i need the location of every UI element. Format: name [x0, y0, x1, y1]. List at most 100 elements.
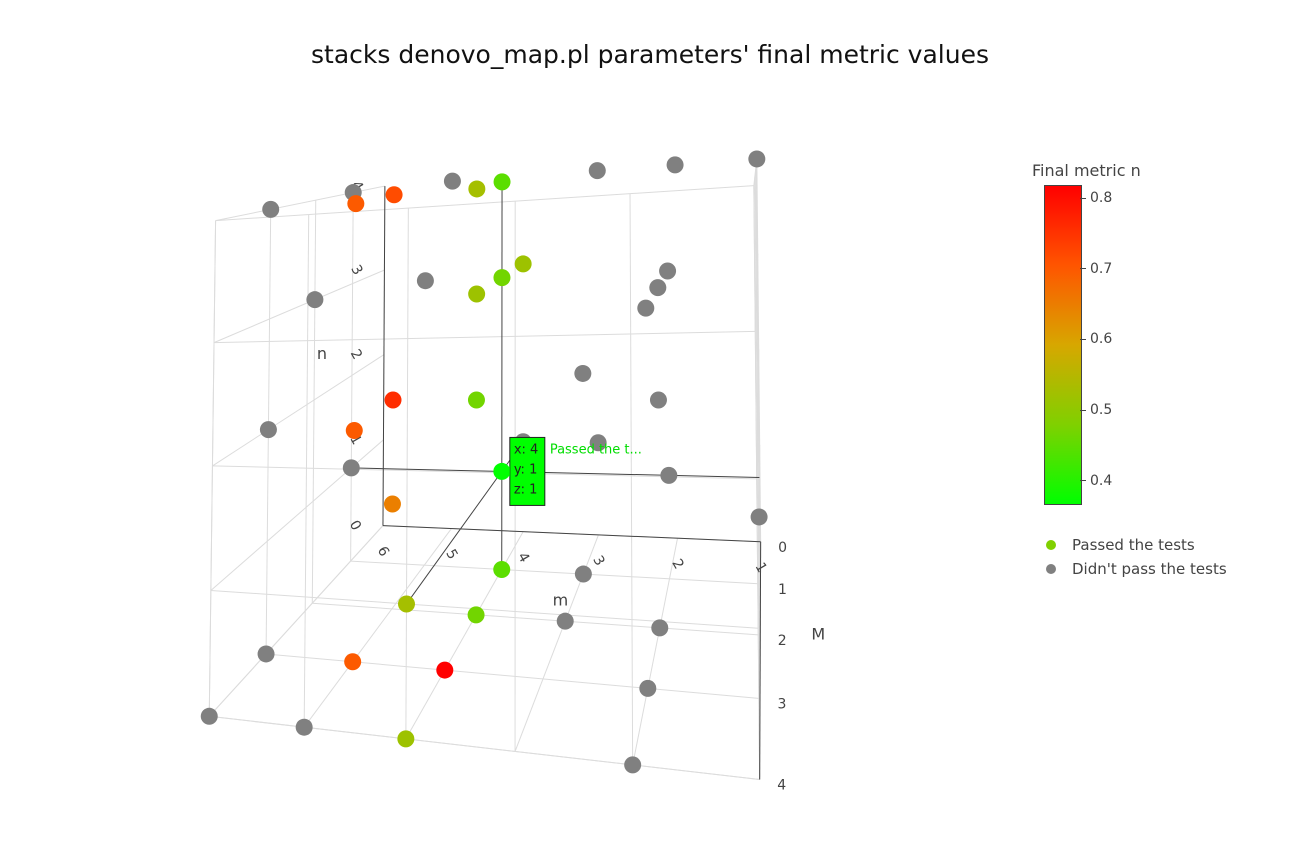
failed-point[interactable] — [637, 299, 655, 317]
hover-trace-label: Passed the t... — [550, 442, 642, 457]
failed-point[interactable] — [574, 565, 592, 583]
failed-point[interactable] — [589, 434, 607, 452]
passed-point[interactable] — [345, 422, 363, 440]
failed-point[interactable] — [257, 645, 275, 663]
passed-point[interactable] — [397, 595, 415, 613]
hover-line: z: 1 — [514, 482, 538, 497]
x-axis-line — [382, 525, 761, 543]
failed-point[interactable] — [659, 262, 677, 280]
passed-point[interactable] — [467, 391, 485, 409]
x-tick-label: 3 — [589, 553, 607, 569]
failed-point[interactable] — [416, 272, 434, 290]
colorbar-gradient — [1044, 185, 1082, 505]
grid-line — [756, 348, 760, 479]
failed-point[interactable] — [666, 156, 684, 174]
grid-line — [266, 653, 761, 700]
grid-line — [629, 193, 634, 765]
colorbar-tick: 0.7 — [1080, 261, 1112, 277]
grid-line — [215, 185, 754, 222]
failed-point[interactable] — [259, 421, 277, 439]
scatter3d-plot[interactable]: 6543210123401234 mMn x: 4y: 1z: 1Passed … — [0, 0, 1000, 867]
z-axis-line — [382, 186, 386, 526]
failed-point[interactable] — [342, 459, 360, 477]
failed-point[interactable] — [651, 619, 669, 637]
grid-line — [632, 538, 679, 765]
grid-lines — [208, 158, 762, 780]
passed-point[interactable] — [493, 269, 511, 287]
x-tick-label: 5 — [442, 547, 460, 563]
spike-line — [351, 467, 760, 478]
failed-point[interactable] — [750, 508, 768, 526]
legend: Final metric n 0.4 0.5 0.6 0.7 0.8 Passed th… — [1032, 160, 1272, 581]
failed-point[interactable] — [574, 364, 592, 382]
failed-point[interactable] — [556, 612, 574, 630]
failed-point[interactable] — [639, 679, 657, 697]
y-tick-label: 1 — [778, 582, 787, 598]
failed-point[interactable] — [748, 150, 766, 168]
legend-marker — [1046, 564, 1056, 574]
passed-point[interactable] — [397, 730, 415, 748]
colorbar-tick: 0.4 — [1080, 473, 1112, 489]
passed-point[interactable] — [493, 173, 511, 191]
tick-labels: 6543210123401234 — [346, 178, 787, 793]
z-tick-label: 2 — [347, 347, 365, 363]
failed-point[interactable] — [649, 391, 667, 409]
failed-point[interactable] — [660, 466, 678, 484]
y-tick-label: 3 — [778, 697, 787, 713]
passed-point[interactable] — [493, 462, 511, 480]
z-tick-label: 0 — [346, 518, 364, 534]
failed-point[interactable] — [624, 756, 642, 774]
grid-line — [350, 560, 761, 585]
x-tick-label: 6 — [374, 544, 392, 560]
axis-lines — [351, 181, 762, 780]
colorbar-tick: 0.8 — [1080, 190, 1112, 206]
grid-line — [214, 330, 756, 344]
grid-line — [311, 200, 317, 604]
passed-point[interactable] — [384, 391, 402, 409]
hover-line: x: 4 — [514, 442, 538, 457]
passed-point[interactable] — [436, 661, 454, 679]
failed-point[interactable] — [295, 718, 313, 736]
hover-arrow — [502, 466, 510, 477]
passed-point[interactable] — [468, 180, 486, 198]
x-tick-label: 4 — [514, 550, 532, 566]
passed-point[interactable] — [385, 186, 403, 204]
grid-line — [208, 525, 384, 717]
grid-line — [213, 269, 385, 344]
data-points — [200, 150, 768, 774]
y-tick-label: 0 — [778, 540, 787, 556]
grid-line — [753, 185, 761, 780]
failed-point[interactable] — [588, 162, 606, 180]
passed-point[interactable] — [468, 285, 486, 303]
failed-point[interactable] — [306, 291, 324, 309]
passed-point[interactable] — [344, 653, 362, 671]
axis-titles: m Mn — [317, 344, 825, 643]
colorbar-tick: 0.6 — [1080, 331, 1112, 347]
colorbar-tick: 0.5 — [1080, 402, 1112, 418]
legend-item[interactable]: Didn't pass the tests — [1046, 557, 1272, 581]
category-legend[interactable]: Passed the tests Didn't pass the tests — [1046, 533, 1272, 581]
legend-label: Passed the tests — [1072, 536, 1195, 554]
failed-point[interactable] — [443, 172, 461, 190]
z-axis-title: n — [317, 344, 327, 363]
hover-box — [509, 436, 546, 506]
failed-point[interactable] — [649, 279, 667, 297]
y-axis-line — [759, 541, 762, 780]
grid-line — [208, 220, 217, 717]
passed-point[interactable] — [383, 495, 401, 513]
y-tick-label: 4 — [777, 777, 786, 793]
grid-line — [312, 602, 761, 636]
failed-point[interactable] — [200, 707, 218, 725]
passed-point[interactable] — [514, 255, 532, 273]
legend-item[interactable]: Passed the tests — [1046, 533, 1272, 557]
passed-point[interactable] — [467, 606, 485, 624]
passed-point[interactable] — [347, 195, 365, 213]
colorbar: 0.4 0.5 0.6 0.7 0.8 — [1044, 185, 1272, 505]
chart-title: stacks denovo_map.pl parameters' final m… — [311, 40, 989, 69]
failed-point[interactable] — [262, 200, 280, 218]
z-tick-label: 3 — [347, 262, 365, 278]
grid-line — [405, 208, 409, 739]
passed-point[interactable] — [493, 561, 511, 579]
grid-line — [303, 214, 310, 728]
colorbar-title: Final metric n — [1032, 161, 1141, 180]
